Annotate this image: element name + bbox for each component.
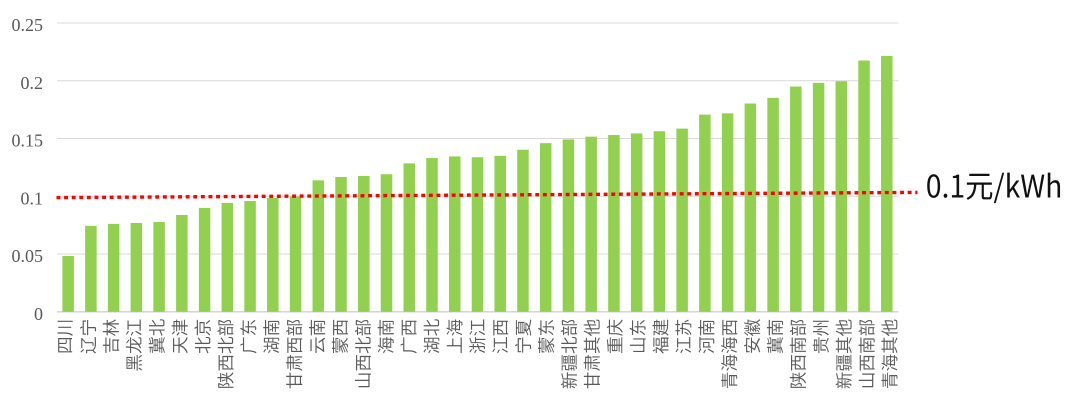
svg-text:0.1: 0.1 <box>21 188 44 208</box>
svg-text:0.2: 0.2 <box>21 73 44 93</box>
svg-text:0.25: 0.25 <box>12 15 44 35</box>
svg-text:0.05: 0.05 <box>12 246 44 266</box>
svg-text:0.15: 0.15 <box>12 131 44 151</box>
svg-text:0: 0 <box>34 304 43 324</box>
